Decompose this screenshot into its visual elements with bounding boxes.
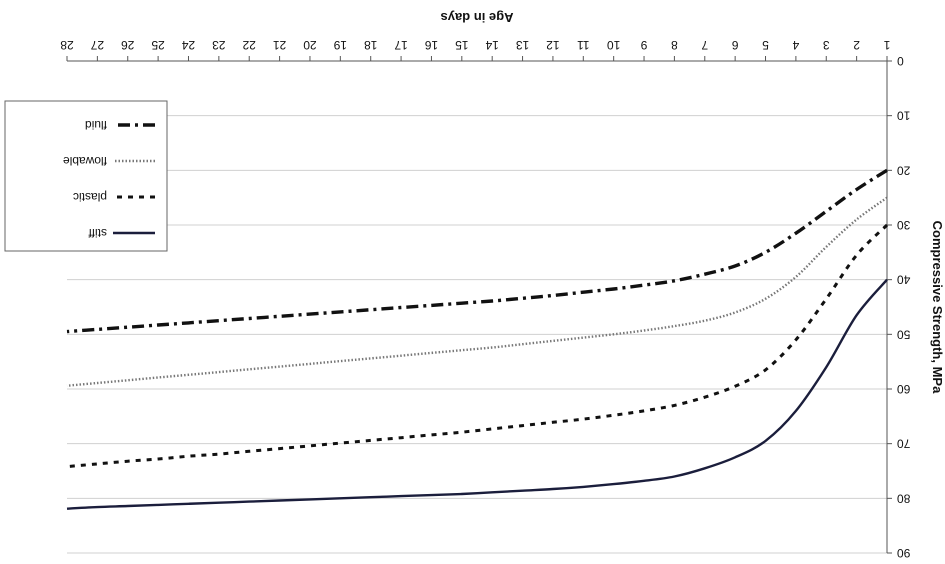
axes [67,60,888,553]
y-tick-label: 50 [897,327,911,341]
x-tick-label: 26 [121,38,135,52]
x-tick-label: 6 [731,38,738,52]
x-tick-label: 20 [303,38,317,52]
x-tick-label: 18 [364,38,378,52]
x-tick-label: 9 [640,38,647,52]
x-tick-label: 3 [823,38,830,52]
series-line-plastic [66,223,889,469]
x-axis-title: Age in days [441,10,514,25]
x-tick-label: 11 [577,38,590,52]
series-lines [66,168,889,510]
x-tick-label: 25 [151,38,165,52]
x-tick-label: 19 [333,38,347,52]
x-tick-label: 15 [455,38,469,52]
y-tick-label: 10 [897,109,911,123]
x-tick-label: 4 [792,38,799,52]
x-tick-label: 23 [212,38,226,52]
x-tick-label: 21 [273,38,287,52]
x-tick-label: 27 [90,38,104,52]
y-axis-ticks: 0 10 20 30 40 50 60 70 80 90 [887,54,911,560]
gridlines [67,60,887,554]
y-tick-label: 90 [897,546,911,559]
y-tick-label: 0 [897,54,904,68]
x-tick-label: 2 [853,38,860,52]
x-tick-label: 8 [671,38,678,52]
legend-box [4,100,168,252]
x-tick-label: 10 [607,38,621,52]
y-tick-label: 20 [897,163,911,177]
legend-label-fluid: fluid [85,118,107,132]
series-line-stiff [66,278,888,510]
x-tick-label: 1 [883,38,890,52]
series-line-flowable [66,196,888,387]
x-tick-label: 7 [701,38,708,52]
legend-label-flowable: flowable [63,154,107,168]
x-tick-label: 16 [424,38,438,52]
x-tick-label: 28 [60,38,74,52]
x-tick-label: 12 [546,38,560,52]
y-tick-label: 70 [897,437,911,451]
x-tick-label: 22 [242,38,256,52]
x-tick-label: 13 [516,38,530,52]
legend-label-plastic: plastic [73,190,107,204]
x-tick-label: 17 [394,38,408,52]
y-axis-title: Compressive Strength, MPa [930,221,945,394]
x-tick-label: 14 [485,38,499,52]
y-tick-label: 60 [897,382,911,396]
legend-label-stiff: stiff [88,226,107,240]
y-tick-label: 30 [897,218,911,232]
x-axis-ticks: 1234567891011121314151617181920212223242… [60,38,890,61]
x-tick-label: 24 [181,38,195,52]
y-tick-label: 80 [897,491,911,505]
x-tick-label: 5 [762,38,769,52]
legend: stiff plastic flowable fluid [4,100,168,252]
y-tick-label: 40 [897,273,911,287]
